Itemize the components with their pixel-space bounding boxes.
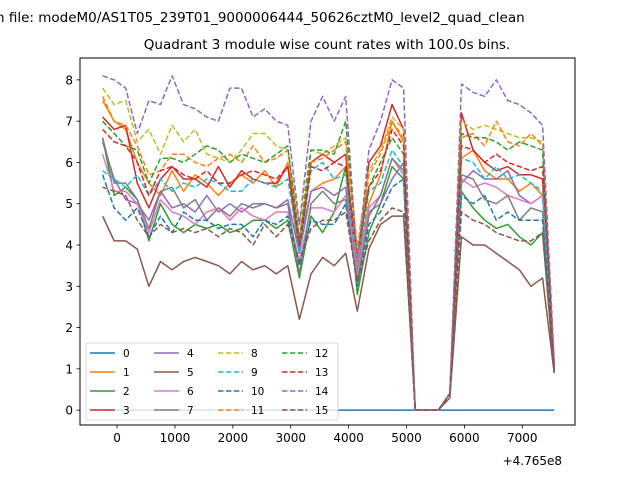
x-tick-label: 6000 [449,431,480,445]
y-axis: 0 1 2 3 4 5 6 7 8 [65,73,80,418]
y-tick-label: 3 [65,280,73,294]
chart-title: Quadrant 3 module wise count rates with … [144,37,510,53]
series-line-15 [102,186,555,411]
x-tick-label: 0 [113,431,121,445]
legend-label-4: 4 [187,348,194,360]
legend-label-3: 3 [123,405,130,417]
legend-label-5: 5 [187,367,194,379]
x-tick-label: 2000 [218,431,249,445]
figure-suptitle: n file: modeM0/AS1T05_239T01_9000006444_… [0,10,525,26]
y-tick-label: 6 [65,156,73,170]
x-tick-label: 7000 [507,431,538,445]
y-tick-label: 5 [65,197,73,211]
legend-label-14: 14 [315,386,329,398]
series-line-13 [102,128,555,411]
series-line-6 [101,153,555,411]
series-line-14 [102,75,555,411]
legend-label-8: 8 [251,348,258,360]
series-line-5 [101,215,555,411]
series-line-9 [102,149,555,411]
series-line-10 [101,174,555,411]
legend-label-11: 11 [251,405,264,417]
legend-label-7: 7 [187,405,194,417]
series-lines [101,75,555,411]
series-line-11 [101,96,555,411]
series-line-2 [101,137,555,411]
legend-label-10: 10 [251,386,264,398]
x-tick-label: 1000 [160,431,191,445]
series-line-12 [102,120,555,411]
x-tick-label: 5000 [391,431,422,445]
legend-label-6: 6 [187,386,194,398]
series-line-7 [101,137,555,411]
y-tick-label: 8 [65,73,73,87]
plot-frame [79,57,576,426]
y-tick-label: 4 [65,239,73,253]
legend-label-15: 15 [315,405,328,417]
series-line-4 [101,141,555,411]
y-tick-label: 7 [65,115,73,129]
legend-label-0: 0 [123,348,130,360]
x-tick-label: 4000 [333,431,364,445]
legend-label-12: 12 [315,348,328,360]
legend-box [85,342,339,421]
legend-label-1: 1 [123,367,130,379]
legend-label-13: 13 [315,367,328,379]
legend-label-2: 2 [123,386,130,398]
x-offset-label: +4.765e8 [503,454,562,468]
series-line-1 [101,100,555,411]
legend-label-9: 9 [251,367,258,379]
y-tick-label: 1 [65,362,73,376]
series-line-8 [101,87,555,411]
x-axis: 0 1000 2000 3000 4000 5000 6000 7000 [113,425,538,445]
x-tick-label: 3000 [275,431,306,445]
y-tick-label: 0 [65,404,73,418]
y-tick-label: 2 [65,321,73,335]
